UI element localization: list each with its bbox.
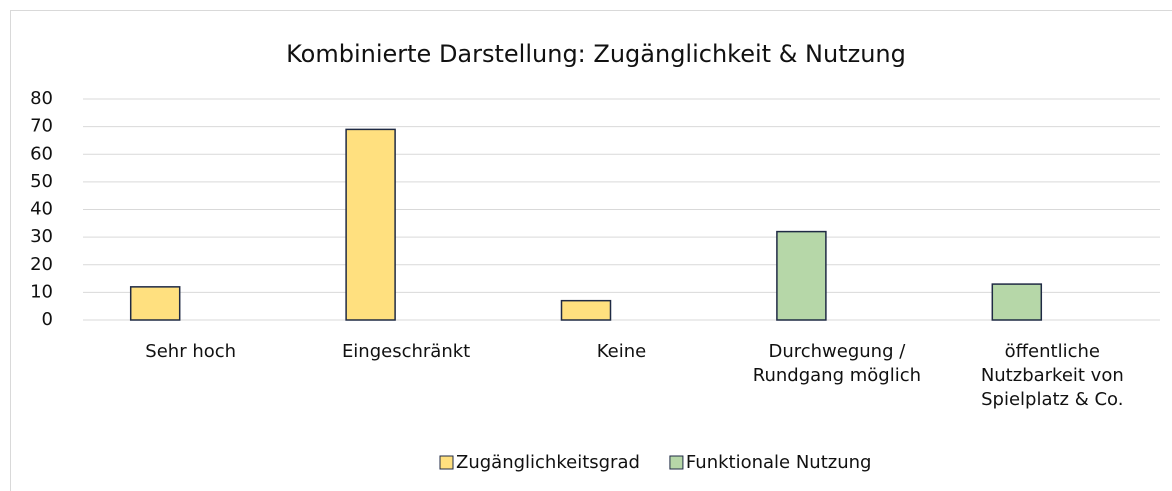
y-tick-label: 70 bbox=[30, 116, 53, 137]
chart-title: Kombinierte Darstellung: Zugänglichkeit … bbox=[286, 40, 906, 68]
y-tick-label: 0 bbox=[42, 309, 53, 330]
bar bbox=[129, 286, 181, 321]
legend-label: Zugänglichkeitsgrad bbox=[456, 452, 640, 473]
bar bbox=[776, 230, 827, 321]
legend-swatch bbox=[439, 455, 454, 470]
x-tick-label: Sehr hoch bbox=[145, 341, 237, 362]
y-tick-label: 50 bbox=[30, 171, 53, 192]
legend-label: Funktionale Nutzung bbox=[686, 452, 872, 473]
y-tick-label: 40 bbox=[30, 199, 53, 220]
y-tick-label: 30 bbox=[30, 226, 53, 247]
y-tick-label: 60 bbox=[30, 143, 53, 164]
y-tick-label: 10 bbox=[30, 281, 53, 302]
y-tick-label: 80 bbox=[30, 88, 53, 109]
x-tick-label: öffentliche Nutzbarkeit von Spielplatz &… bbox=[980, 341, 1124, 410]
bar bbox=[560, 299, 612, 321]
x-tick-label: Eingeschränkt bbox=[341, 341, 471, 362]
bar bbox=[345, 128, 396, 321]
legend-swatch bbox=[669, 455, 684, 470]
chart-border bbox=[10, 10, 1172, 491]
x-tick-label: Durchwegung / Rundgang möglich bbox=[752, 341, 921, 386]
bar bbox=[991, 283, 1043, 321]
y-tick-label: 20 bbox=[30, 254, 53, 275]
x-tick-label: Keine bbox=[596, 341, 647, 362]
